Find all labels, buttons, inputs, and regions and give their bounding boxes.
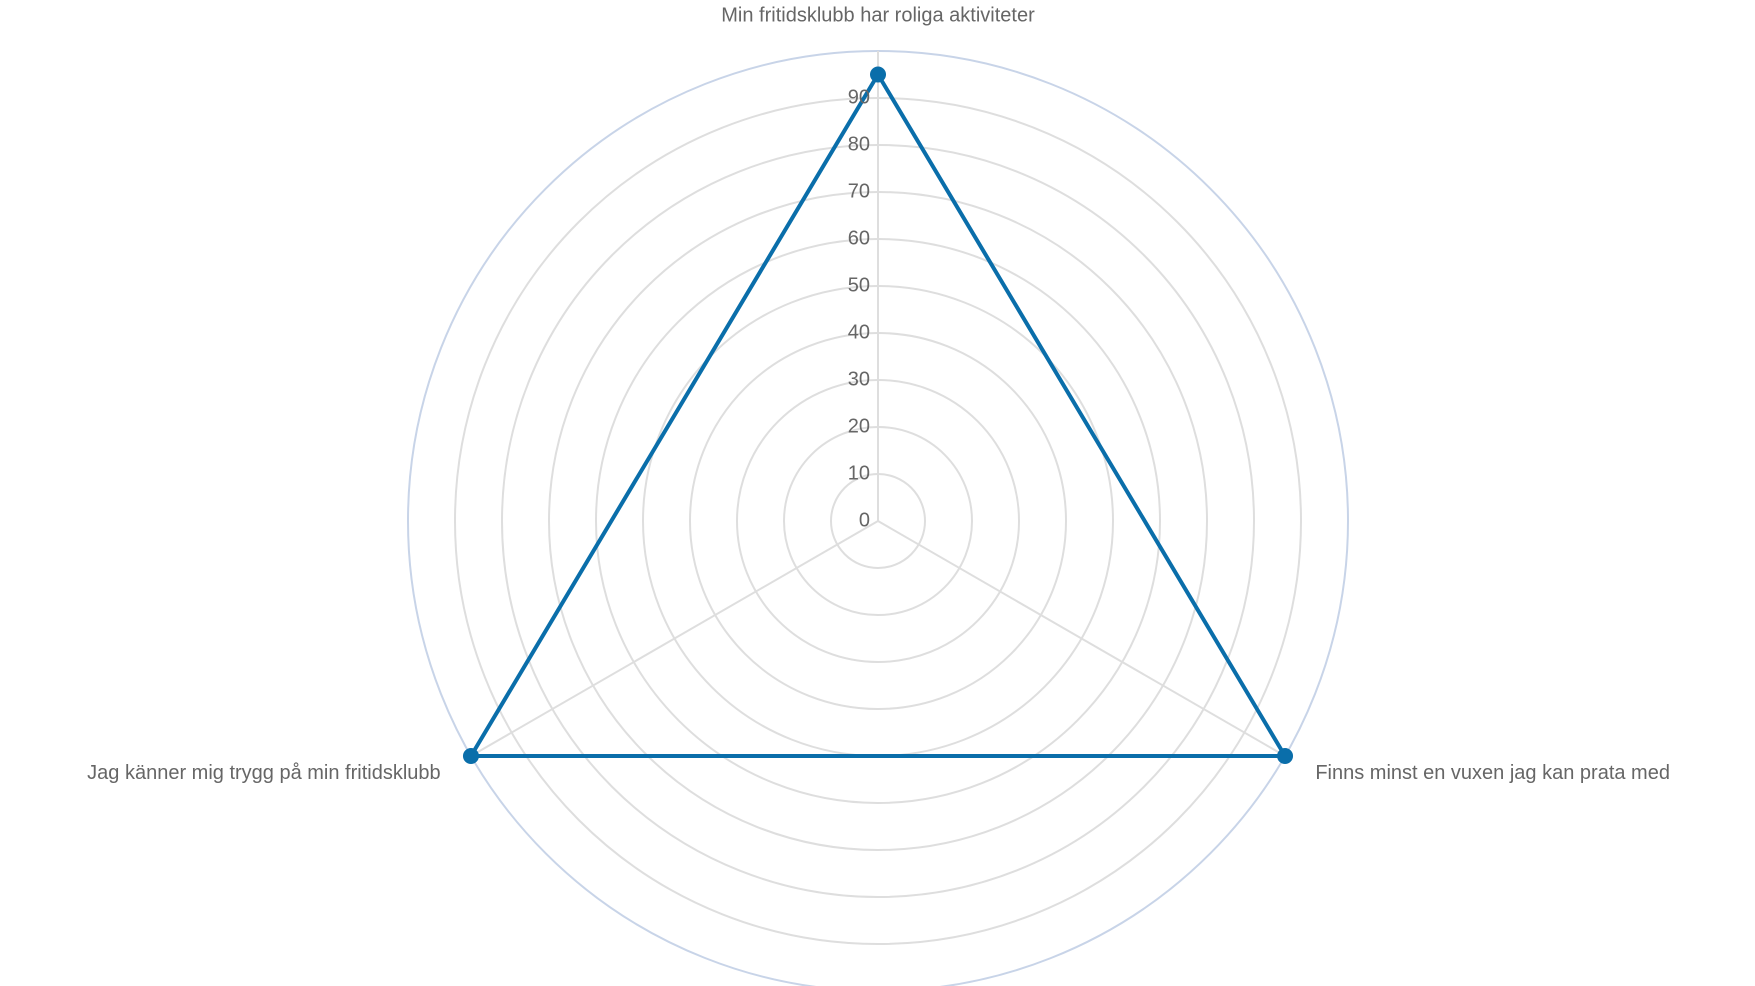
series-line-0 [468, 72, 1288, 758]
radial-tick-labels: 0 10 20 30 40 50 60 70 80 90 [848, 86, 870, 531]
data-point-0-2[interactable] [462, 748, 479, 764]
axis-label-1: Finns minst en vuxen jag kan prata med [1315, 762, 1670, 784]
tick-label-30: 30 [848, 368, 870, 390]
radar-spokes [470, 51, 1286, 757]
axis-label-2: Jag känner mig trygg på min fritidsklubb [87, 762, 441, 784]
tick-label-70: 70 [848, 180, 870, 202]
spoke-1 [877, 520, 1286, 757]
tick-label-80: 80 [848, 133, 870, 155]
tick-label-90: 90 [848, 86, 870, 108]
axis-labels: Min fritidsklubb har roliga aktiviteter F… [87, 4, 1670, 784]
tick-label-20: 20 [848, 415, 870, 437]
tick-label-0: 0 [859, 509, 870, 531]
axis-label-0: Min fritidsklubb har roliga aktiviteter [721, 4, 1035, 26]
radar-series [462, 66, 1294, 764]
data-point-0-1[interactable] [1277, 748, 1294, 764]
tick-label-60: 60 [848, 227, 870, 249]
tick-label-50: 50 [848, 274, 870, 296]
data-point-0-0[interactable] [870, 66, 886, 83]
spoke-2 [470, 520, 879, 757]
tick-label-10: 10 [848, 462, 870, 484]
tick-label-40: 40 [848, 321, 870, 343]
